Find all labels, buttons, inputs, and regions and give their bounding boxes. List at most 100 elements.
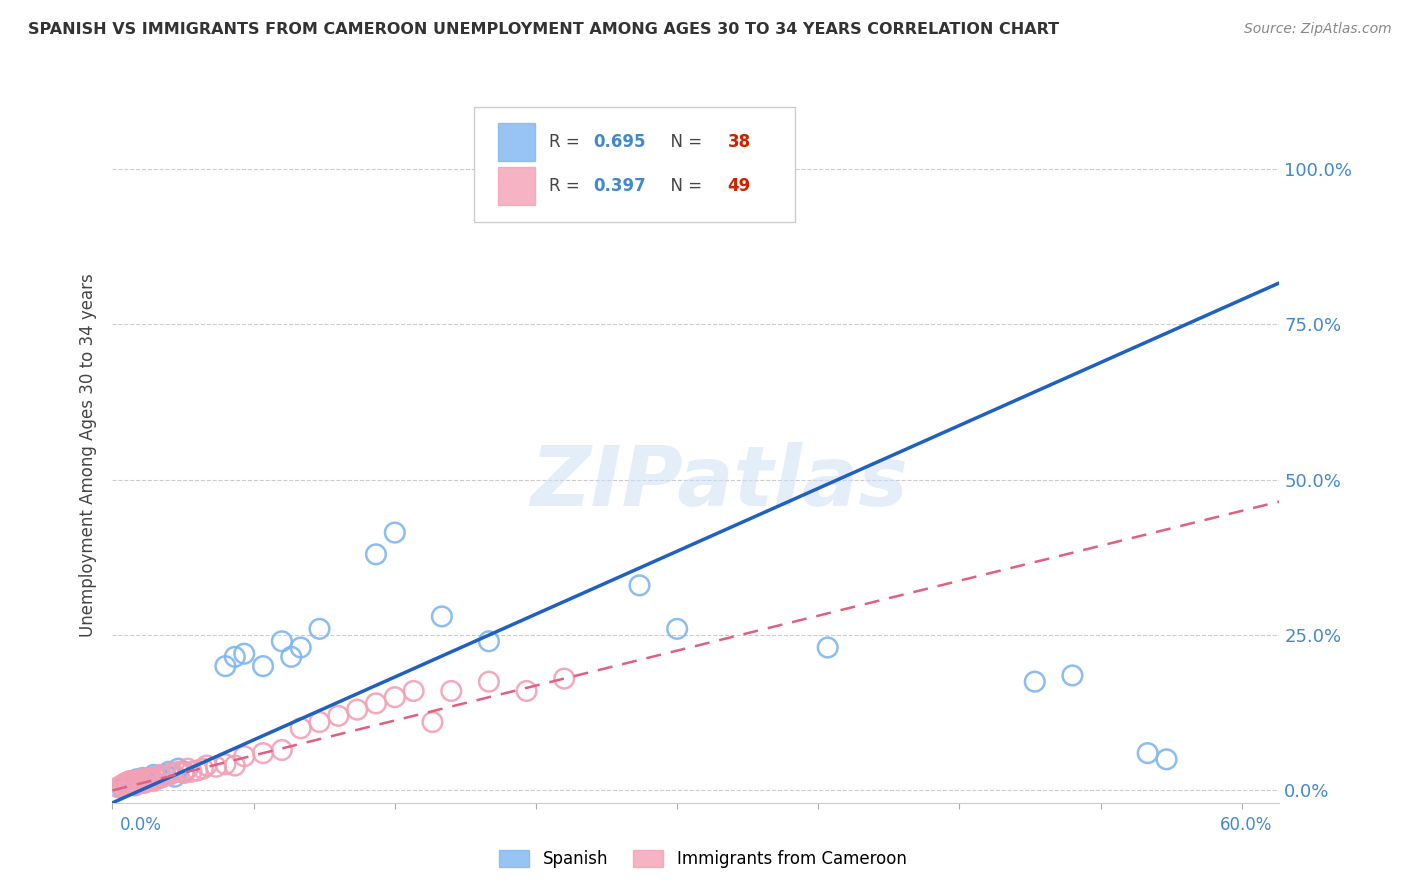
Point [111,780,134,795]
Point [440,684,463,698]
Point [111,778,134,792]
Point [817,640,839,655]
Point [157,768,180,782]
Point [141,772,163,787]
Point [195,758,218,772]
Text: 0.695: 0.695 [593,133,645,151]
Point [191,762,214,776]
Point [153,768,176,782]
Point [270,634,292,648]
Point [107,780,129,795]
Point [290,721,312,735]
Point [112,777,135,791]
Point [145,771,167,785]
Point [157,764,180,779]
Point [118,774,141,789]
Point [167,762,190,776]
Point [124,774,146,789]
Legend: Spanish, Immigrants from Cameroon: Spanish, Immigrants from Cameroon [494,843,912,875]
FancyBboxPatch shape [474,107,796,222]
Point [384,525,406,540]
Point [142,774,165,789]
Text: N =: N = [659,177,707,194]
Point [280,649,302,664]
Text: ZIPatlas: ZIPatlas [530,442,908,524]
Point [124,778,146,792]
Point [290,640,312,655]
Point [308,714,330,729]
Point [346,703,368,717]
Point [402,684,425,698]
Point [422,714,444,729]
Point [129,776,152,790]
Text: R =: R = [548,177,585,194]
Point [125,777,148,791]
Point [173,766,195,780]
Text: Source: ZipAtlas.com: Source: ZipAtlas.com [1244,22,1392,37]
Text: 38: 38 [727,133,751,151]
Text: 49: 49 [727,177,751,194]
Point [233,647,256,661]
Point [666,622,689,636]
Point [516,684,538,698]
Point [1136,746,1159,760]
Point [1062,668,1084,682]
Text: SPANISH VS IMMIGRANTS FROM CAMEROON UNEMPLOYMENT AMONG AGES 30 TO 34 YEARS CORRE: SPANISH VS IMMIGRANTS FROM CAMEROON UNEM… [28,22,1059,37]
Point [384,690,406,705]
Point [173,764,195,779]
Point [136,774,159,789]
Point [152,770,174,784]
Point [142,768,165,782]
Point [167,764,190,779]
Point [117,776,139,790]
Text: R =: R = [548,133,585,151]
Point [120,777,142,791]
Point [252,659,274,673]
Point [163,770,186,784]
Point [553,672,575,686]
Point [177,762,200,776]
Point [139,771,162,785]
FancyBboxPatch shape [498,167,534,205]
Point [117,778,139,792]
Text: 0.0%: 0.0% [120,816,162,834]
Point [135,774,157,789]
Text: 60.0%: 60.0% [1220,816,1272,834]
Point [186,764,208,778]
Point [131,771,153,785]
Point [145,770,167,784]
Point [162,766,184,780]
Point [129,772,152,787]
Point [430,609,453,624]
Point [328,708,350,723]
Point [122,776,145,790]
Point [131,774,153,789]
Text: N =: N = [659,133,707,151]
Point [205,760,228,774]
Point [1024,674,1046,689]
Point [224,758,246,772]
Point [233,749,256,764]
Point [1156,752,1178,766]
Point [139,772,162,787]
Point [224,649,246,664]
Point [252,746,274,760]
Point [148,768,170,782]
Point [134,776,156,790]
Text: 0.397: 0.397 [593,177,645,194]
Point [308,622,330,636]
FancyBboxPatch shape [498,123,534,161]
Point [128,776,150,790]
Point [214,659,236,673]
Point [114,777,136,791]
Point [270,743,292,757]
Point [125,772,148,787]
Point [135,772,157,787]
Point [364,697,387,711]
Point [114,776,136,790]
Point [628,578,651,592]
Point [148,771,170,785]
Point [478,674,501,689]
Point [120,774,142,789]
Y-axis label: Unemployment Among Ages 30 to 34 years: Unemployment Among Ages 30 to 34 years [79,273,97,637]
